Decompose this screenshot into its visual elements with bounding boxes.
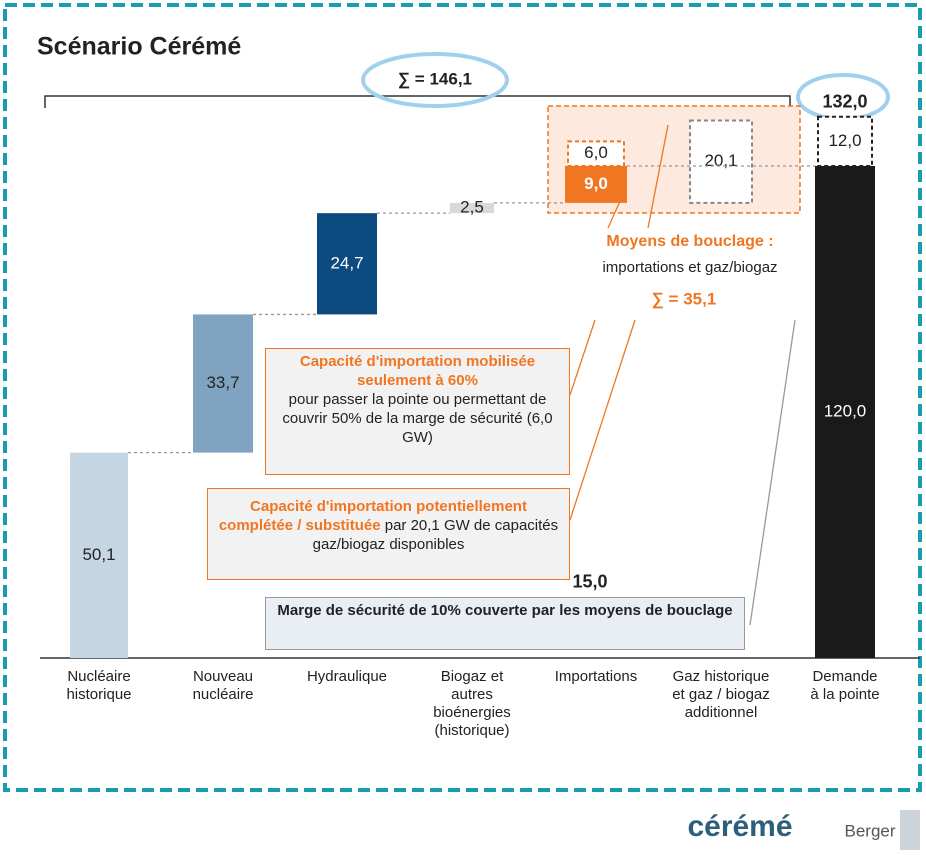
note-box: Capacité d'importation potentiellement c… <box>207 488 570 580</box>
note-text: Marge de sécurité de 10% couverte par le… <box>277 602 733 619</box>
total-label: 15,0 <box>572 571 607 591</box>
bar <box>565 166 627 203</box>
note-text: par 20,1 GW de capacités gaz/biogaz disp… <box>312 517 559 553</box>
bar <box>815 166 875 658</box>
bar-dashed <box>567 140 625 167</box>
bar <box>70 452 128 658</box>
value-label: 2,5 <box>460 198 484 217</box>
bar-dashed <box>817 115 873 168</box>
x-tick-label: Nucléaire historique <box>66 668 132 703</box>
bouclage-title: Moyens de bouclage : <box>606 233 773 250</box>
value-label: 12,0 <box>828 131 861 150</box>
logo-berger: Berger <box>844 821 895 840</box>
x-tick-label: Biogaz et autres bioénergies (historique… <box>433 668 511 739</box>
bar <box>193 314 253 453</box>
x-tick-label: Hydraulique <box>306 668 388 685</box>
leader-line <box>749 319 796 626</box>
bracket <box>44 95 791 108</box>
value-label: 20,1 <box>704 151 737 170</box>
note-box: Marge de sécurité de 10% couverte par le… <box>265 597 745 650</box>
value-label: 50,1 <box>82 545 115 564</box>
total-label: 132,0 <box>822 92 867 112</box>
bouclage-text: importations et gaz/biogaz <box>602 259 777 276</box>
logo-mark <box>900 810 920 850</box>
x-tick-label: Nouveau nucléaire <box>192 668 254 703</box>
note-highlight: Capacité d'importation potentiellement c… <box>218 498 527 534</box>
chart-title: Scénario Cérémé <box>37 33 241 61</box>
x-tick-label: Importations <box>554 668 638 685</box>
value-label: 33,7 <box>206 373 239 392</box>
bouclage-sum: ∑ = 35,1 <box>652 289 717 308</box>
logo-cereme: cérémé <box>687 810 792 843</box>
value-label: 6,0 <box>584 143 608 162</box>
value-label: 24,7 <box>330 253 363 272</box>
frame <box>3 3 922 792</box>
note-box: Capacité d'importation mobilisée seuleme… <box>265 348 570 475</box>
note-highlight: Capacité d'importation mobilisée seuleme… <box>299 353 536 389</box>
x-tick-label: Demande à la pointe <box>810 668 880 703</box>
value-label: 120,0 <box>824 401 867 420</box>
leader-lines <box>569 124 669 521</box>
bar <box>450 202 494 214</box>
bar <box>689 119 753 204</box>
note-text: pour passer la pointe ou permettant de c… <box>282 391 553 446</box>
sum-label: ∑ = 146,1 <box>398 69 472 88</box>
x-tick-label: Gaz historique et gaz / biogaz additionn… <box>672 668 770 721</box>
value-label: 9,0 <box>584 174 608 193</box>
bar <box>317 213 377 315</box>
highlight-ellipse <box>361 52 509 108</box>
